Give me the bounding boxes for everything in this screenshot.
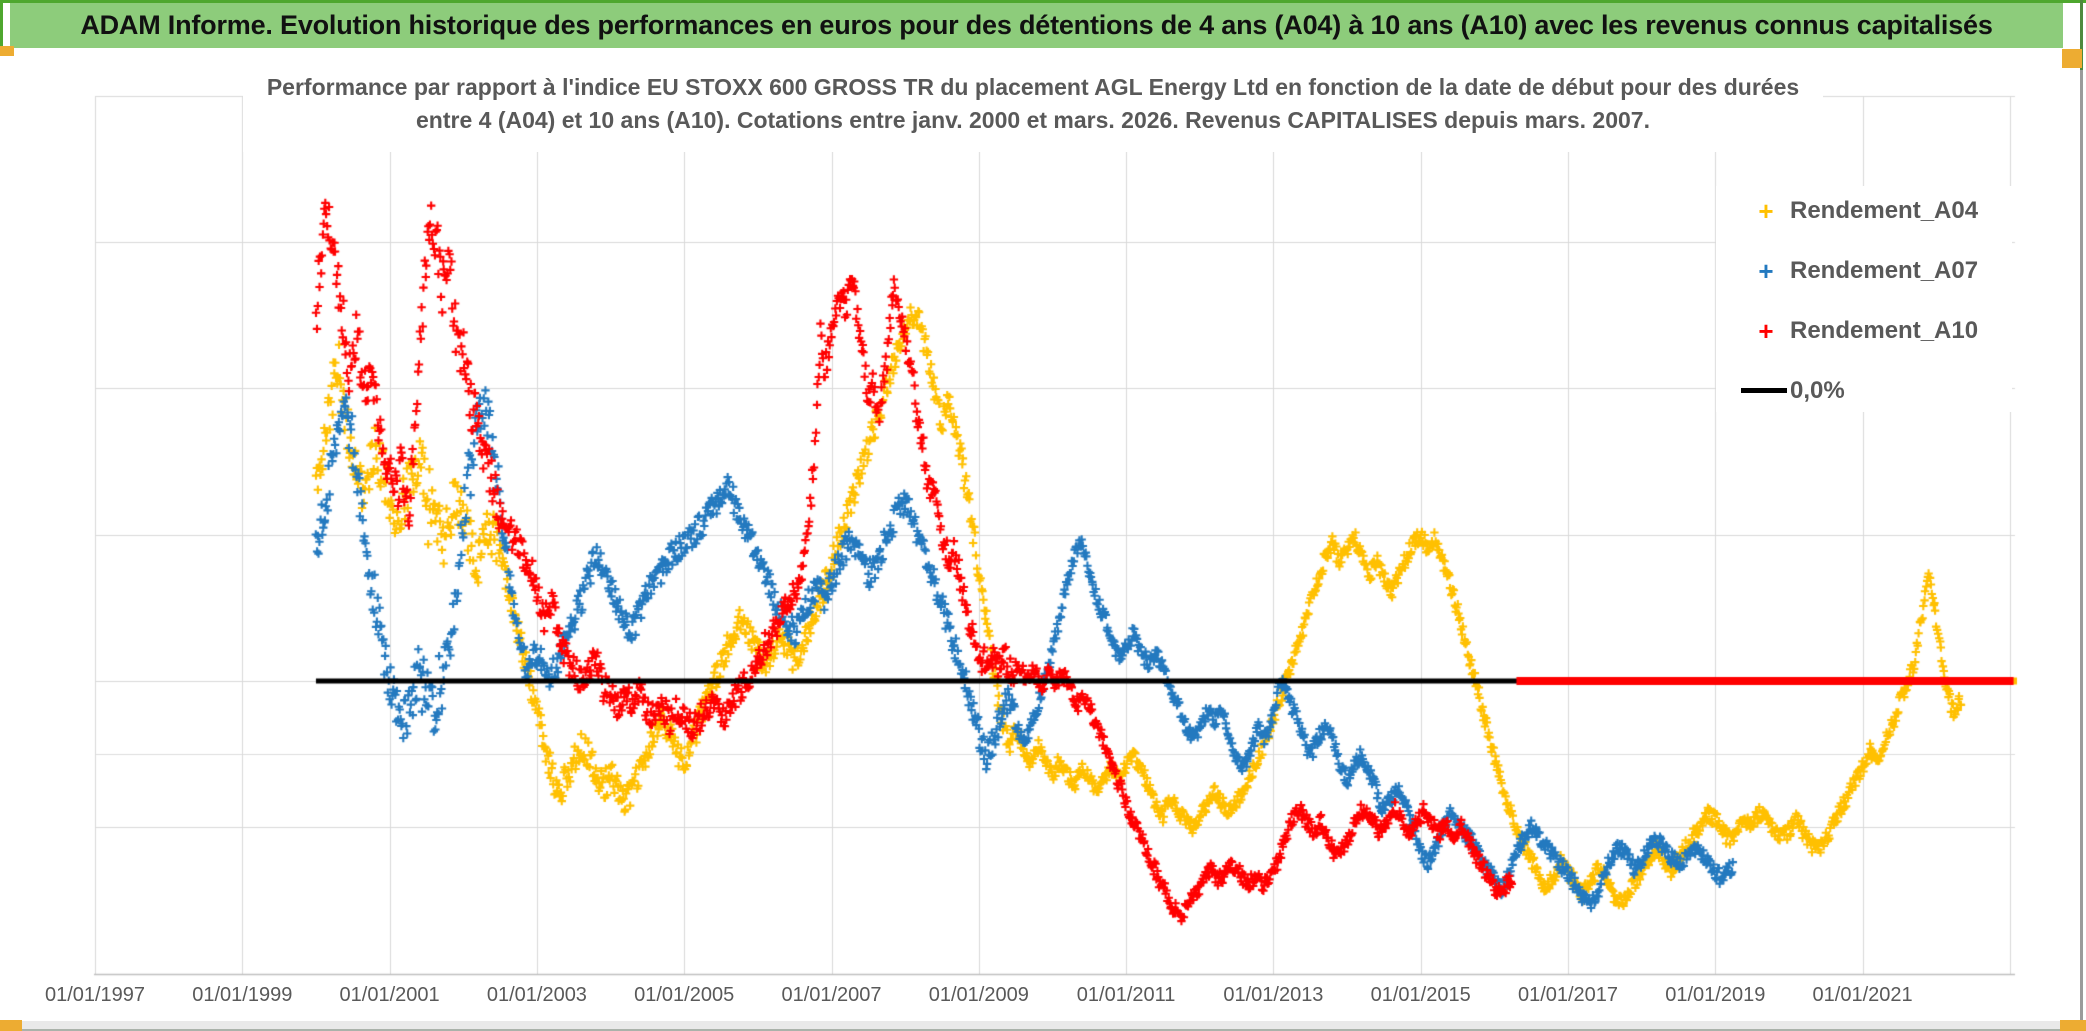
bottom-strip [22, 1021, 2064, 1029]
legend-item-rendement-a10: + Rendement_A10 [1716, 314, 2012, 348]
x-tick-label: 01/01/2015 [1370, 984, 1471, 1006]
x-tick-label: 01/01/1997 [44, 984, 146, 1006]
legend-label: Rendement_A07 [1790, 257, 1979, 284]
x-tick-label: 01/01/2013 [1223, 984, 1324, 1006]
legend-item-0-0-: 0,0% [1716, 374, 2012, 408]
legend-item-rendement-a04: + Rendement_A04 [1716, 194, 2012, 228]
x-tick-label: 01/01/2007 [781, 984, 882, 1006]
x-tick-label: 01/01/2001 [339, 984, 440, 1006]
chart-legend: + Rendement_A04 + Rendement_A07 + Rendement_A… [1716, 186, 2012, 412]
x-tick-label: 01/01/2009 [928, 984, 1029, 1006]
selection-handle-bottom-right [2060, 1020, 2086, 1031]
chart-subtitle-box: Performance par rapport à l'indice EU ST… [243, 56, 1823, 152]
legend-label: Rendement_A04 [1790, 197, 1979, 224]
legend-plus-marker: + [1758, 255, 1774, 286]
selection-handle-top-left [0, 46, 14, 56]
x-tick-label: 01/01/1999 [192, 984, 293, 1006]
x-tick-label: 01/01/2019 [1665, 984, 1766, 1006]
x-tick-label: 01/01/2003 [486, 984, 587, 1006]
legend-item-rendement-a07: + Rendement_A07 [1716, 254, 2012, 288]
x-tick-label: 01/01/2017 [1517, 984, 1619, 1006]
x-tick-label: 01/01/2011 [1076, 984, 1176, 1006]
legend-plus-marker: + [1758, 195, 1774, 226]
selection-handle-top-right [2062, 49, 2082, 68]
outer-right-border [2080, 70, 2083, 1031]
legend-label: 0,0% [1790, 377, 1845, 404]
chart-subtitle-line1: Performance par rapport à l'indice EU ST… [266, 74, 1800, 100]
outer-right-border-top [2080, 0, 2083, 70]
legend-line-swatch [1741, 388, 1787, 393]
chart-subtitle-line2: entre 4 (A04) et 10 ans (A10). Cotations… [416, 107, 1650, 133]
x-tick-label: 01/01/2021 [1812, 984, 1913, 1006]
x-tick-label: 01/01/2005 [634, 984, 735, 1006]
selection-handle-bottom-left [0, 1020, 22, 1031]
legend-label: Rendement_A10 [1790, 317, 1979, 344]
outer-bottom-border [0, 1029, 2086, 1031]
legend-plus-marker: + [1758, 315, 1774, 346]
